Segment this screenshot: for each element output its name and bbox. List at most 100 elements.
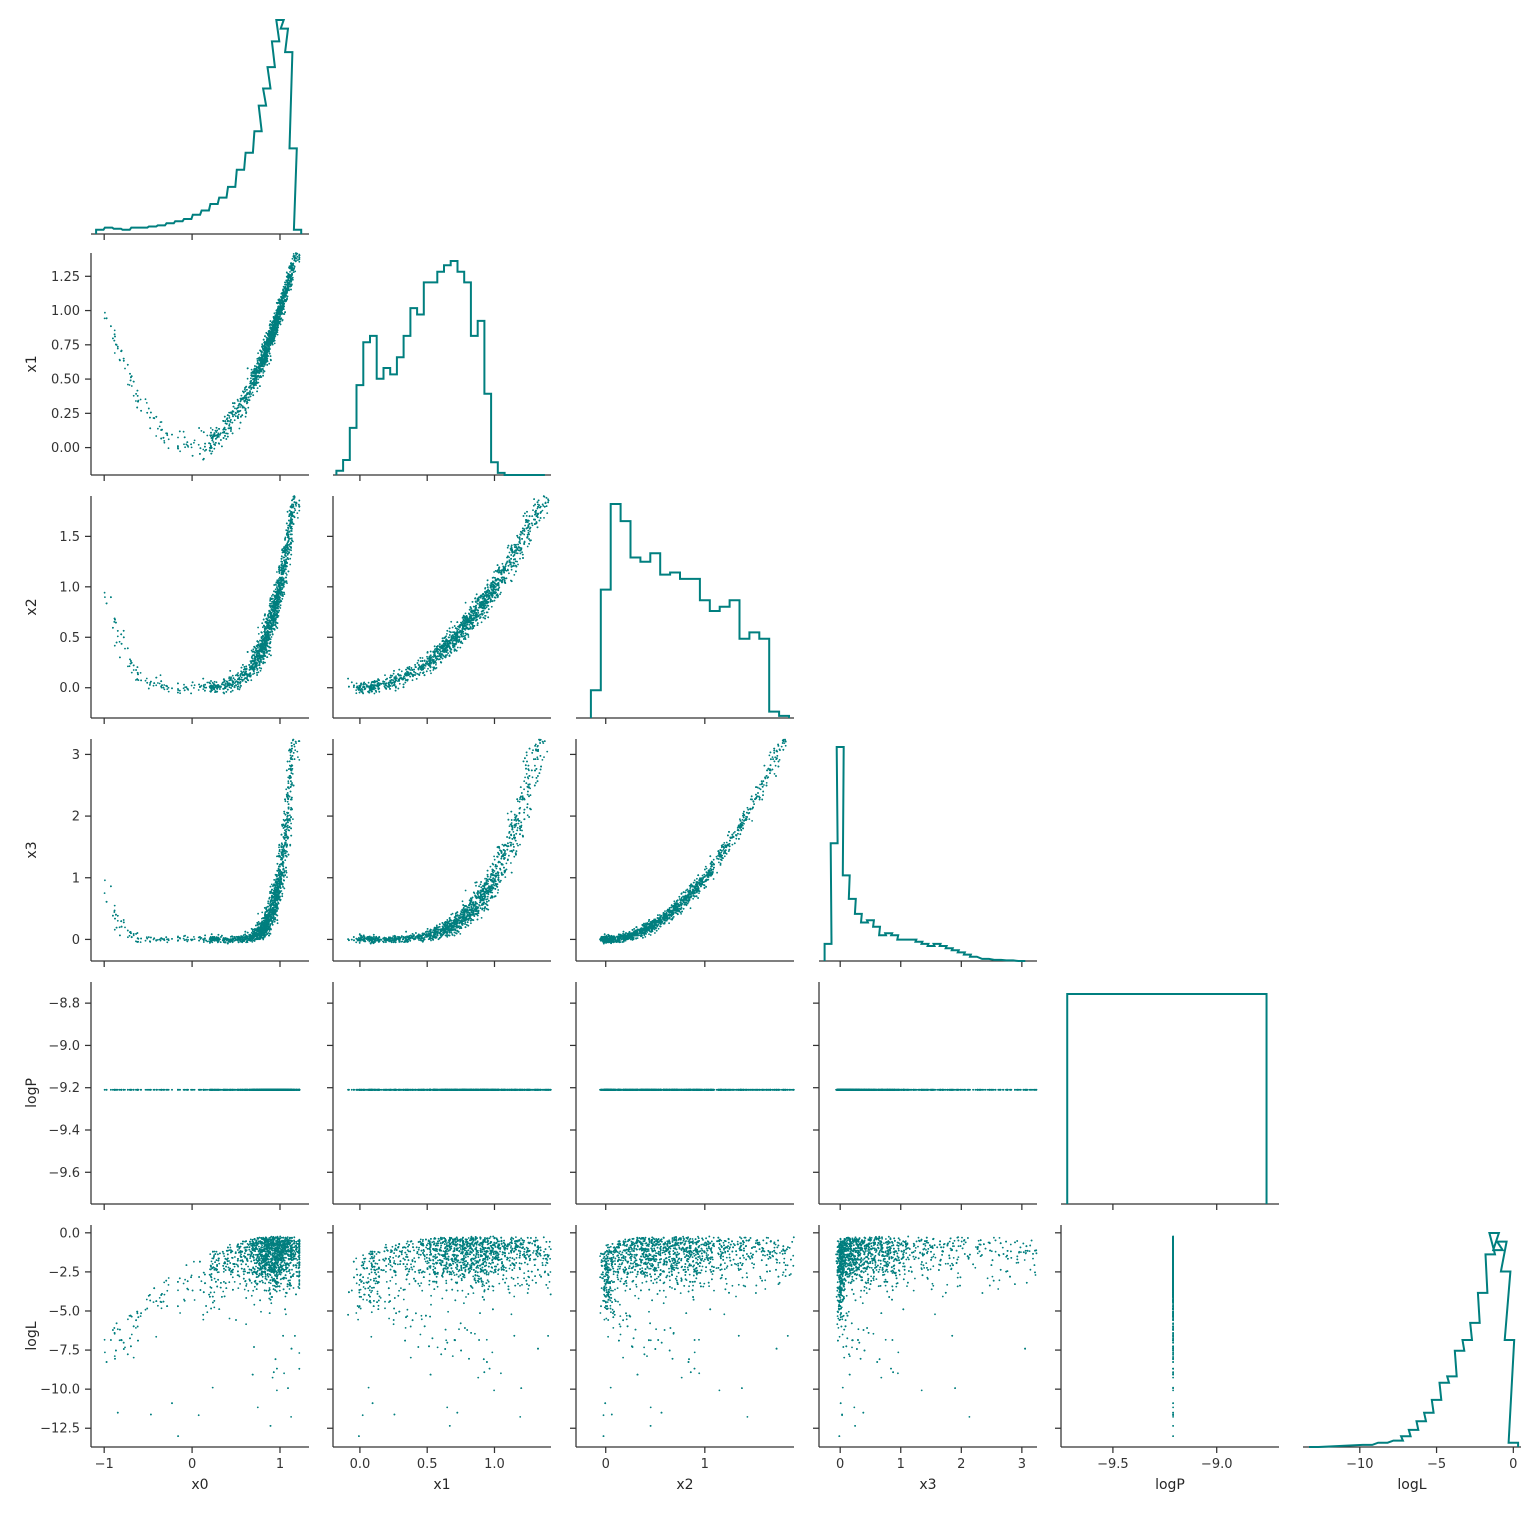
- scatter-point: [133, 395, 135, 397]
- scatter-point: [177, 689, 179, 691]
- y-tick-label: 0.0: [59, 681, 80, 696]
- scatter-point: [199, 453, 201, 455]
- scatter-point: [133, 669, 135, 671]
- scatter-point: [117, 348, 119, 350]
- panel-x0-vs-x0: [91, 20, 309, 240]
- scatter-point: [131, 672, 133, 674]
- scatter-point: [183, 443, 185, 445]
- scatter-point: [256, 363, 258, 365]
- scatter-point: [257, 352, 259, 354]
- scatter-point: [237, 683, 239, 685]
- scatter-point: [127, 666, 129, 668]
- scatter-point: [123, 358, 125, 360]
- scatter-point: [225, 438, 227, 440]
- scatter-point: [159, 426, 161, 428]
- scatter-point: [220, 432, 222, 434]
- scatter-point: [256, 382, 258, 384]
- scatter-point: [198, 444, 200, 446]
- scatter-point: [287, 273, 289, 275]
- scatter-point: [261, 343, 263, 345]
- scatter-point: [285, 572, 287, 574]
- scatter-point: [244, 390, 246, 392]
- scatter-point: [219, 688, 221, 690]
- scatter-point: [224, 435, 226, 437]
- scatter-point: [264, 350, 266, 352]
- scatter-point: [129, 373, 131, 375]
- scatter-point: [283, 313, 285, 315]
- scatter-point: [244, 669, 246, 671]
- scatter-point: [287, 296, 289, 298]
- y-tick-label: 0.75: [51, 338, 80, 353]
- scatter-point: [232, 416, 234, 418]
- scatter-point: [210, 435, 212, 437]
- scatter-point: [256, 669, 258, 671]
- scatter-point: [146, 682, 148, 684]
- scatter-point: [264, 343, 266, 345]
- scatter-point: [235, 681, 237, 683]
- scatter-point: [216, 681, 218, 683]
- scatter-point: [232, 411, 234, 413]
- scatter-point: [284, 311, 286, 313]
- scatter-point: [160, 421, 162, 423]
- scatter-point: [130, 380, 132, 382]
- scatter-point: [264, 662, 266, 664]
- y-tick-label: 1.0: [59, 580, 80, 595]
- scatter-point: [260, 668, 262, 670]
- scatter-point: [275, 319, 277, 321]
- scatter-point: [210, 432, 212, 434]
- scatter-point: [191, 685, 193, 687]
- scatter-point: [284, 282, 286, 284]
- scatter-point: [222, 420, 224, 422]
- scatter-point: [163, 684, 165, 686]
- scatter-point: [159, 683, 161, 685]
- scatter-point: [277, 315, 279, 317]
- scatter-point: [210, 445, 212, 447]
- scatter-point: [240, 416, 242, 418]
- scatter-point: [237, 399, 239, 401]
- histogram-x1: [336, 261, 545, 475]
- scatter-point: [113, 621, 115, 623]
- scatter-point: [113, 340, 115, 342]
- scatter-point: [146, 402, 148, 404]
- scatter-point: [148, 688, 150, 690]
- scatter-point: [228, 425, 230, 427]
- scatter-point: [252, 382, 254, 384]
- scatter-point: [250, 396, 252, 398]
- scatter-point: [223, 437, 225, 439]
- scatter-point: [239, 687, 241, 689]
- scatter-point: [228, 678, 230, 680]
- scatter-point: [193, 442, 195, 444]
- scatter-point: [231, 685, 233, 687]
- scatter-point: [298, 258, 300, 260]
- y-axis-title: x2: [24, 598, 40, 615]
- scatter-point: [261, 360, 263, 362]
- scatter-point: [112, 338, 114, 340]
- scatter-point: [224, 427, 226, 429]
- scatter-point: [104, 318, 106, 320]
- scatter-point: [230, 430, 232, 432]
- scatter-point: [163, 437, 165, 439]
- scatter-point: [242, 391, 244, 393]
- scatter-point: [239, 689, 241, 691]
- scatter-point: [266, 337, 268, 339]
- scatter-point: [171, 434, 173, 436]
- scatter-point: [251, 369, 253, 371]
- scatter-point: [135, 400, 137, 402]
- scatter-point: [291, 265, 293, 267]
- scatter-point: [186, 444, 188, 446]
- scatter-point: [257, 627, 259, 629]
- scatter-point: [253, 387, 255, 389]
- scatter-point: [278, 310, 280, 312]
- scatter-point: [210, 447, 212, 449]
- scatter-point: [245, 411, 247, 413]
- scatter-point: [191, 447, 193, 449]
- scatter-point: [298, 254, 300, 256]
- scatter-point: [239, 428, 241, 430]
- scatter-point: [229, 423, 231, 425]
- scatter-point: [210, 427, 212, 429]
- scatter-point: [183, 684, 185, 686]
- scatter-point: [287, 530, 289, 532]
- scatter-point: [286, 272, 288, 274]
- scatter-point: [245, 408, 247, 410]
